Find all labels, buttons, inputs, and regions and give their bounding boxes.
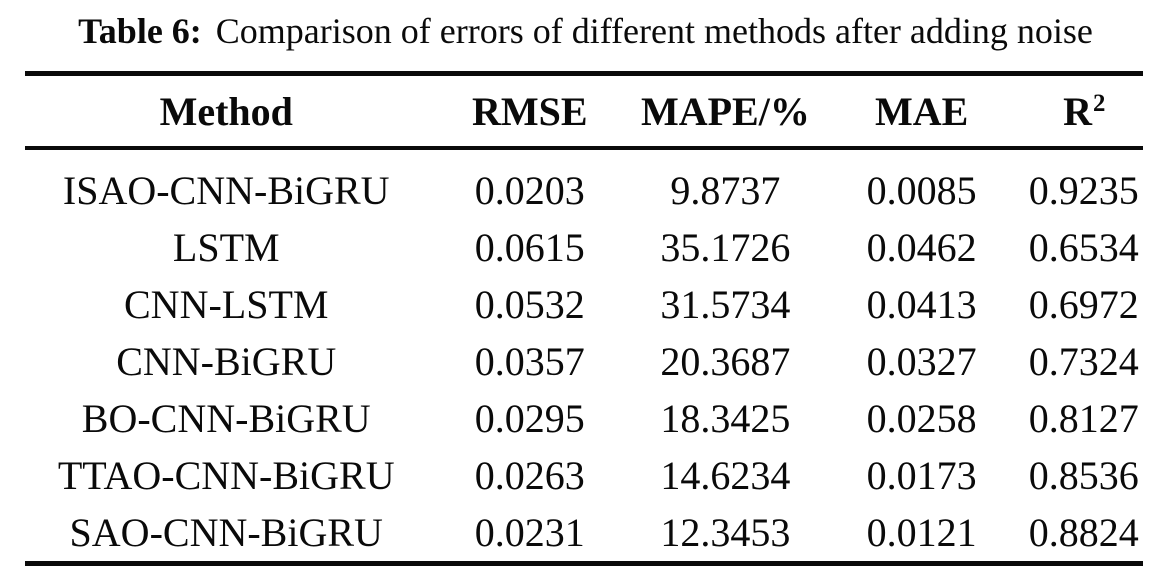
cell-rmse: 0.0532: [474, 282, 585, 327]
cell-mape: 18.3425: [660, 396, 791, 441]
cell-rmse: 0.0295: [474, 396, 585, 441]
cell-rmse: 0.0203: [474, 168, 585, 213]
table-caption-label: Table 6:: [78, 11, 202, 51]
cell-r2: 0.6534: [1028, 225, 1139, 270]
cell-mae: 0.0085: [866, 168, 977, 213]
cell-rmse: 0.0357: [474, 339, 585, 384]
table-row: BO-CNN-BiGRU 0.0295 18.3425 0.0258 0.812…: [25, 390, 1143, 447]
cell-mape: 14.6234: [660, 453, 791, 498]
table-row: SAO-CNN-BiGRU 0.0231 12.3453 0.0121 0.88…: [25, 504, 1143, 566]
cell-method: ISAO-CNN-BiGRU: [62, 168, 390, 213]
comparison-table: Method RMSE MAPE/% MAE R2 ISAO-CNN-BiGRU…: [25, 71, 1143, 566]
table-row: CNN-LSTM 0.0532 31.5734 0.0413 0.6972: [25, 276, 1143, 333]
cell-rmse: 0.0231: [427, 504, 633, 566]
table-header-row: Method RMSE MAPE/% MAE R2: [25, 71, 1143, 150]
table-caption-text: Comparison of errors of different method…: [215, 11, 1093, 51]
table-row: ISAO-CNN-BiGRU 0.0203 9.8737 0.0085 0.92…: [25, 148, 1143, 219]
cell-method: BO-CNN-BiGRU: [81, 396, 371, 441]
cell-mae: 0.0173: [866, 453, 977, 498]
table-caption: Table 6: Comparison of errors of differen…: [0, 2, 1171, 60]
cell-r2: 0.9235: [1028, 168, 1139, 213]
cell-method: LSTM: [172, 225, 280, 270]
header-mape: MAPE/%: [632, 71, 819, 150]
header-r2: R2: [1024, 71, 1143, 150]
cell-mae: 0.0121: [818, 504, 1025, 566]
cell-mape: 20.3687: [660, 339, 791, 384]
cell-method: SAO-CNN-BiGRU: [25, 504, 428, 566]
header-r2-base: R: [1063, 88, 1092, 134]
header-mae: MAE: [818, 71, 1025, 150]
cell-mae: 0.0327: [866, 339, 977, 384]
cell-mape: 35.1726: [660, 225, 791, 270]
cell-method: TTAO-CNN-BiGRU: [57, 453, 395, 498]
header-method: Method: [25, 71, 428, 150]
cell-mape: 31.5734: [660, 282, 791, 327]
cell-mape: 9.8737: [670, 168, 781, 213]
cell-mae: 0.0462: [866, 225, 977, 270]
cell-mape: 12.3453: [632, 504, 819, 566]
table-row: TTAO-CNN-BiGRU 0.0263 14.6234 0.0173 0.8…: [25, 447, 1143, 504]
cell-method: CNN-BiGRU: [116, 339, 337, 384]
table-row: LSTM 0.0615 35.1726 0.0462 0.6534: [25, 219, 1143, 276]
cell-r2: 0.8536: [1028, 453, 1139, 498]
cell-method: CNN-LSTM: [124, 282, 329, 327]
table-container: Method RMSE MAPE/% MAE R2 ISAO-CNN-BiGRU…: [25, 71, 1143, 566]
cell-r2: 0.8127: [1028, 396, 1139, 441]
header-r2-superscript: 2: [1092, 89, 1106, 117]
cell-mae: 0.0413: [866, 282, 977, 327]
cell-r2: 0.6972: [1028, 282, 1139, 327]
cell-rmse: 0.0615: [474, 225, 585, 270]
cell-rmse: 0.0263: [474, 453, 585, 498]
header-rmse: RMSE: [427, 71, 633, 150]
cell-r2: 0.7324: [1028, 339, 1139, 384]
table-row: CNN-BiGRU 0.0357 20.3687 0.0327 0.7324: [25, 333, 1143, 390]
cell-r2: 0.8824: [1024, 504, 1143, 566]
cell-mae: 0.0258: [866, 396, 977, 441]
